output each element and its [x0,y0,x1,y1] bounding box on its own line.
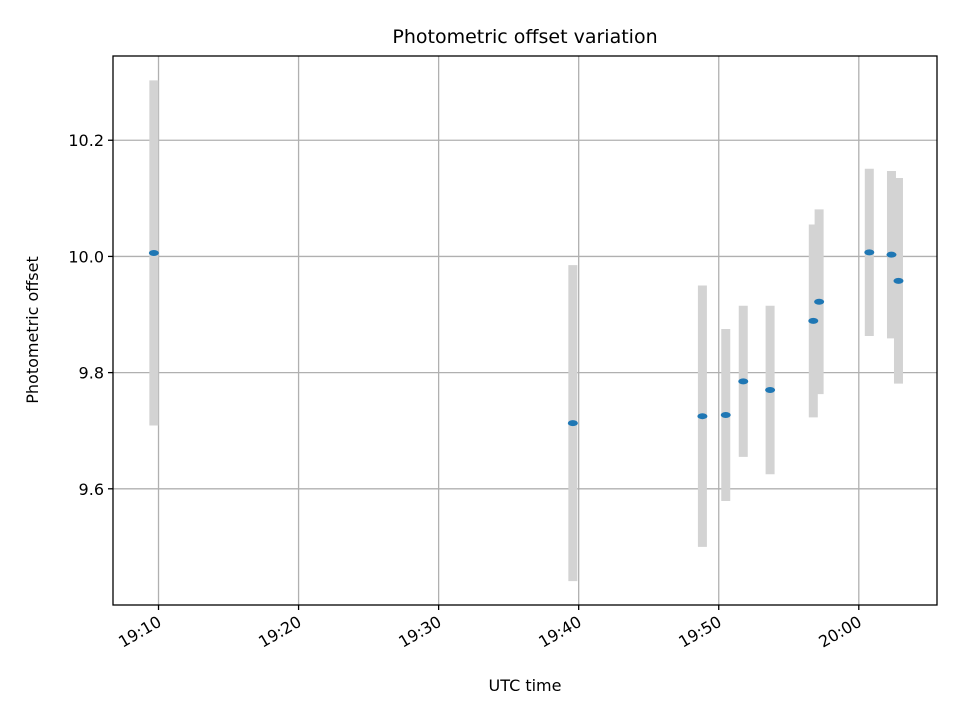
error-bars [149,80,903,582]
x-tick-label: 19:30 [395,612,444,652]
y-tick-label: 9.8 [79,364,104,383]
y-axis-label: Photometric offset [23,256,42,404]
data-point [720,412,731,419]
y-tick-label: 10.2 [68,131,104,150]
x-tick-label: 19:10 [115,612,164,652]
y-tick-label: 9.6 [79,480,104,499]
plot-frame [112,55,938,606]
y-tick-label: 10.0 [68,247,104,266]
x-tick-label: 19:20 [255,612,304,652]
data-point [864,249,875,256]
data-point [567,420,578,427]
data-point [808,317,819,324]
data-point [697,413,708,420]
x-tick-label: 19:50 [675,612,724,652]
x-axis-label: UTC time [489,676,562,695]
x-tick-label: 19:40 [535,612,584,652]
data-point [886,251,897,258]
data-point [893,277,904,284]
data-points [148,249,904,427]
data-point [148,249,159,256]
grid-lines [113,56,937,605]
x-tick-label: 20:00 [815,612,864,652]
data-point [738,378,749,385]
data-point [765,387,776,394]
data-point [814,298,825,305]
chart-title: Photometric offset variation [392,26,657,48]
